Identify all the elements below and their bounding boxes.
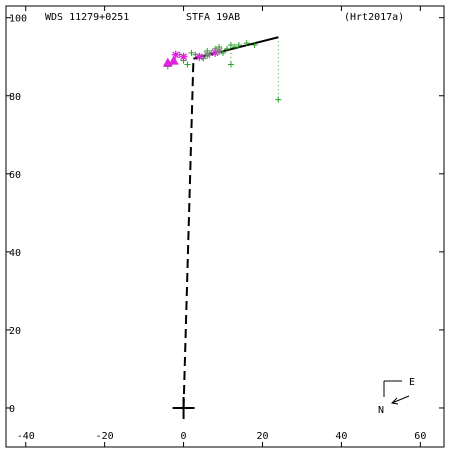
observation-cross [251,42,258,49]
observation-star [211,48,220,57]
observation-cross [231,43,238,50]
observation-star [203,50,212,59]
direction-arrow-head [390,397,399,405]
x-tick-label: 60 [414,431,426,442]
compass-north-label: N [378,405,384,416]
plot-frame [5,5,445,448]
observation-triangle [168,55,179,65]
y-tick-label: 0 [9,404,15,415]
y-tick-label: 80 [9,92,21,103]
compass-icon: E N [378,377,415,416]
observation-cross [243,40,250,47]
x-tick-label: -20 [96,431,114,442]
x-tick-label: -40 [17,431,35,442]
observation-cross [184,61,191,68]
observation-star [179,52,188,61]
y-tick-label: 60 [9,170,21,181]
observation-cross [227,42,234,49]
axes: -40 -20 0 20 40 60 0 20 40 60 80 100 [5,5,445,448]
observation-cross [275,96,282,103]
header-left: WDS 11279+0251 [45,12,129,23]
compass-east-label: E [409,377,415,388]
separation-dashed-line [182,58,195,409]
observation-star [171,50,180,59]
observation-cross [223,45,230,52]
y-tick-label: 40 [9,248,21,259]
header-right: (Hrt2017a) [344,12,404,23]
observation-star [195,52,204,61]
y-tick-label: 100 [9,14,27,25]
y-tick-label: 20 [9,326,21,337]
chart-marks [162,36,282,419]
observation-cross [188,49,195,56]
header-center: STFA 19AB [186,12,240,23]
observation-star [215,46,224,55]
x-tick-label: 0 [181,431,187,442]
observation-cross [235,42,242,49]
x-tick-label: 20 [256,431,268,442]
x-tick-label: 40 [335,431,347,442]
direction-arrow-shaft [391,395,410,404]
observation-cross [227,61,234,68]
